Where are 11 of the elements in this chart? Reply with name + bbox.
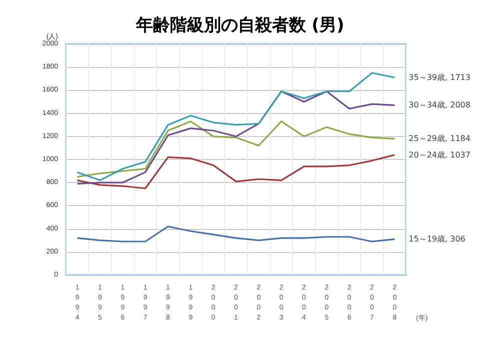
line-series (76, 226, 396, 242)
series-label: 25～29歳, 1184 (408, 134, 470, 144)
line-series (76, 90, 396, 185)
series-label: 15～19歳, 306 (408, 234, 466, 244)
line-series (76, 154, 396, 190)
series-label: 20～24歳, 1037 (408, 150, 470, 160)
series-label: 35～39歳, 1713 (408, 72, 470, 82)
line-series (76, 72, 396, 182)
line-series (76, 120, 396, 178)
series-label: 30～34歳, 2008 (408, 100, 470, 110)
chart-title: 年齢階級別の自殺者数 (男) (134, 16, 344, 36)
